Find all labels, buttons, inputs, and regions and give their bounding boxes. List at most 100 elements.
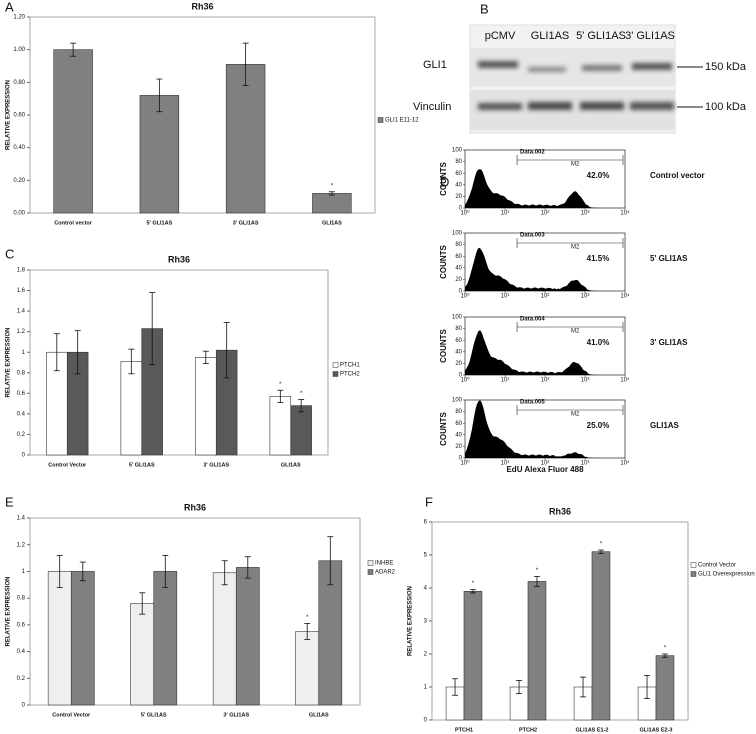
x-tick-label: 10¹ [501,294,510,300]
x-tick-label: 5' GLI1AS [141,712,167,718]
legend-label: PTCH2 [340,372,360,378]
error-bar [533,576,540,587]
y-tick-label: 1.4 [17,309,26,315]
y-tick-label: 2 [424,652,428,658]
bar [212,572,237,706]
y-tick-label: 0.4 [17,411,26,417]
x-tick-label: PTCH1 [455,727,473,733]
sample-label: Control vector [650,171,705,180]
y-tick-label: 0.4 [17,649,26,655]
x-tick-label: 10⁰ [460,377,470,384]
y-tick-label: 6 [424,520,428,526]
y-axis-label: COUNTS [439,328,448,362]
error-bar [328,191,335,196]
histogram [465,169,625,208]
y-tick-label: 0 [459,289,463,295]
panel-letter: B [480,1,489,16]
percent-label: 42.0% [587,171,610,180]
x-tick-label: GLI1AS [309,712,329,718]
y-tick-label: 0.60 [13,113,25,119]
legend-swatch [332,362,339,368]
panel-letter: C [5,246,14,261]
gate-label: M2 [571,412,580,418]
y-axis-label: RELATIVE EXPRESSION [6,80,12,150]
x-tick-label: 3' GLI1AS [203,462,229,468]
bar [655,655,675,721]
y-axis-label: COUNTS [439,244,448,278]
marker-size: 100 kDa [705,101,747,113]
bar [463,590,483,721]
error-bar [149,292,156,365]
significance-star: * [331,183,334,189]
x-tick-label: 5' GLI1AS [129,462,155,468]
y-tick-label: 60 [455,171,462,177]
y-tick-label: 40 [455,432,462,438]
plot-frame [29,517,361,706]
y-tick-label: 1.2 [17,329,26,335]
significance-star: * [300,391,303,397]
band [580,102,624,110]
legend-swatch [367,569,374,575]
gate-label: M2 [571,329,580,335]
y-tick-label: 20 [455,194,462,200]
panel-letter: D [440,174,449,189]
error-bar [202,350,209,364]
lane-label: 3' GLI1AS [625,30,675,42]
bar [195,357,217,456]
band [528,67,566,72]
panel-letter: E [5,494,14,509]
y-tick-label: 0 [459,456,463,462]
file-label: Data.004 [520,317,545,323]
error-bar [139,592,146,615]
significance-star: * [472,581,475,587]
x-tick-label: GLI1AS [281,462,301,468]
x-tick-label: 3' GLI1AS [233,220,259,226]
x-tick-label: 10² [541,461,550,467]
legend-label: GLI1 E11-12 [385,118,419,124]
x-tick-label: 10¹ [501,211,510,217]
percent-label: 41.5% [587,254,610,263]
y-axis-label: RELATIVE EXPRESSION [6,577,12,647]
x-tick-label: 10⁴ [620,293,630,300]
y-tick-label: 3 [424,619,428,625]
x-tick-label: 10¹ [501,378,510,384]
x-tick-label: 10³ [581,378,590,384]
percent-label: 25.0% [587,421,610,430]
band [582,65,622,71]
error-bar [580,676,587,698]
y-tick-label: 40 [455,349,462,355]
legend-swatch [377,117,384,123]
y-tick-label: 20 [455,277,462,283]
error-bar [56,555,63,588]
y-tick-label: 0 [22,453,26,459]
error-bar [162,555,169,588]
y-tick-label: 0 [22,703,26,709]
band [630,102,674,110]
error-bar [53,333,60,372]
y-tick-label: 40 [455,265,462,271]
y-axis-label: COUNTS [439,161,448,195]
y-tick-label: 80 [455,242,462,248]
error-bar [277,389,284,403]
bar [130,603,155,706]
y-tick-label: 1.4 [17,516,26,522]
error-bar [469,589,476,594]
x-tick-label: 10³ [581,461,590,467]
error-bar [644,675,651,699]
error-bar [74,330,81,375]
bar [312,193,352,214]
significance-star: * [664,646,667,652]
y-tick-label: 20 [455,444,462,450]
x-tick-label: PTCH2 [519,727,537,733]
significance-star: * [536,568,539,574]
blot-bands [478,61,674,110]
x-tick-label: Control Vector [48,462,87,468]
legend-swatch [332,371,339,377]
percent-label: 41.0% [587,338,610,347]
bar [153,571,178,706]
y-tick-label: 0.6 [17,391,26,397]
y-axis-label: COUNTS [439,411,448,445]
x-tick-label: Control vector [54,220,92,226]
legend-swatch [690,562,697,568]
